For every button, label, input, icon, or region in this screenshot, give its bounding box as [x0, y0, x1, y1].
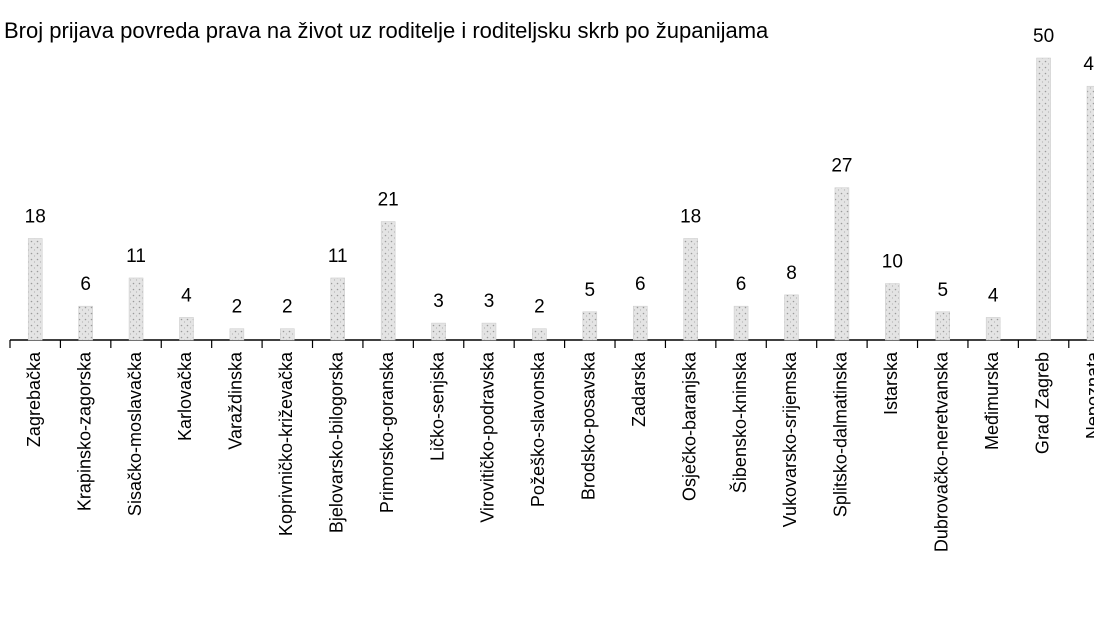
bar — [885, 283, 900, 341]
x-tick-label: Primorsko-goranska — [377, 351, 397, 513]
x-tick-label: Požeško-slavonska — [528, 351, 548, 507]
value-label: 10 — [882, 252, 903, 273]
value-label: 11 — [126, 246, 146, 267]
x-tick-label: Zagrebačka — [24, 351, 44, 447]
bar — [985, 317, 1001, 341]
value-label: 5 — [937, 280, 948, 301]
bar — [784, 294, 799, 341]
x-tick-label: Virovitičko-podravska — [478, 351, 498, 523]
x-tick-label: Koprivničko-križevačka — [276, 351, 296, 536]
value-label: 2 — [232, 297, 243, 318]
bar — [1036, 57, 1051, 341]
value-label: 2 — [534, 297, 545, 318]
x-tick-label: Dubrovačko-neretvanska — [931, 351, 951, 552]
value-label: 45 — [1083, 54, 1094, 75]
x-tick-label: Osječko-baranjska — [679, 351, 699, 501]
chart-title: Broj prijava povreda prava na život uz r… — [4, 18, 769, 43]
bar — [683, 238, 698, 341]
x-tick-label: Zadarska — [629, 351, 649, 427]
value-label: 4 — [988, 285, 999, 306]
x-tick-label: Vukovarsko-srijemska — [780, 351, 800, 527]
value-label: 27 — [831, 156, 852, 177]
x-tick-label: Međimurska — [982, 351, 1002, 450]
x-tick-label: Bjelovarsko-bilogorska — [326, 351, 346, 533]
x-tick-label: Šibensko-kninska — [729, 351, 750, 493]
x-tick-label: Krapinsko-zagorska — [74, 351, 94, 511]
bar — [481, 322, 497, 341]
bar — [179, 317, 194, 341]
x-tick-label: Varaždinska — [226, 351, 246, 450]
x-tick-label: Nepoznata — [1083, 351, 1094, 439]
bar — [280, 328, 295, 341]
value-label: 3 — [484, 291, 495, 312]
value-label: 6 — [635, 274, 646, 295]
x-tick-label: Splitsko-dalmatinska — [831, 351, 851, 517]
value-label: 2 — [282, 297, 293, 318]
bar — [229, 328, 245, 341]
x-tick-label: Brodsko-posavska — [579, 351, 599, 500]
x-tick-label: Karlovačka — [175, 351, 195, 441]
x-tick-label: Ličko-senjska — [427, 351, 447, 461]
bar — [128, 277, 144, 341]
bar — [380, 221, 396, 341]
value-label: 3 — [433, 291, 444, 312]
bar — [1086, 85, 1094, 341]
value-label: 6 — [736, 274, 747, 295]
bar — [632, 305, 648, 341]
bar — [935, 311, 950, 341]
value-label: 8 — [786, 263, 797, 284]
value-label: 18 — [680, 206, 701, 227]
value-label: 18 — [25, 206, 46, 227]
value-label: 4 — [181, 285, 192, 306]
x-tick-label: Sisačko-moslavačka — [125, 351, 145, 516]
value-label: 11 — [328, 246, 348, 267]
value-label: 6 — [80, 274, 91, 295]
bar — [78, 305, 93, 341]
value-label: 21 — [378, 190, 399, 211]
x-tick-label: Grad Zagreb — [1032, 352, 1052, 454]
bar — [431, 322, 446, 341]
x-tick-label: Istarska — [881, 351, 901, 415]
bar — [330, 277, 345, 341]
bar — [733, 305, 749, 341]
value-label: 5 — [585, 280, 596, 301]
value-label: 50 — [1033, 26, 1054, 47]
bar — [27, 238, 43, 341]
bar — [834, 187, 850, 341]
bar — [582, 311, 598, 341]
bar — [532, 328, 547, 341]
